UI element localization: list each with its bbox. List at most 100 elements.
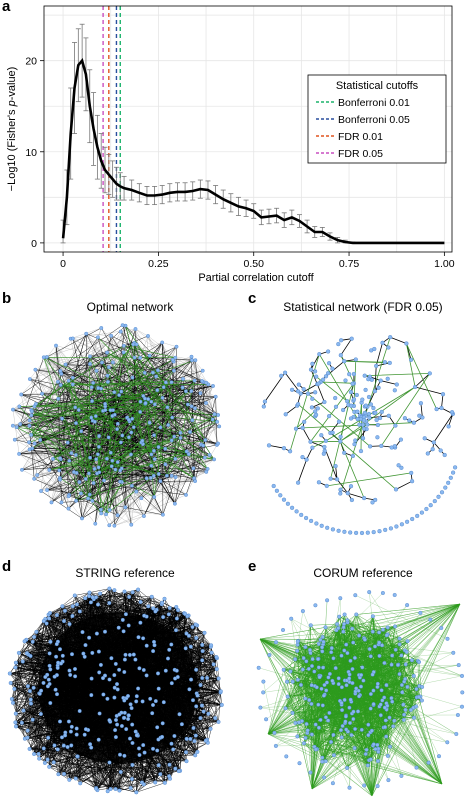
network-node [109,464,114,469]
network-node [144,476,149,481]
network-node [366,411,372,417]
network-node [273,743,278,748]
network-node [284,754,289,759]
network-node [442,452,447,458]
network-node [112,588,117,593]
network-node [171,368,176,373]
network-node [202,630,207,635]
network-node [369,348,374,353]
network-node [184,736,189,741]
network-node [12,437,17,442]
network-node [382,695,387,700]
network-node [367,647,372,652]
network-node [141,514,146,519]
network-node [450,410,455,415]
network-node [166,423,171,427]
network-node [295,677,300,682]
network-node [77,609,82,614]
network-node [172,501,177,506]
network-node [360,665,365,670]
network-node [161,615,166,620]
network-node [316,725,321,730]
network-node [155,725,160,730]
network-node [405,639,410,644]
network-node [174,344,179,349]
network-node [108,450,113,455]
network-node [329,739,334,744]
network-node [65,440,70,445]
network-node [13,724,18,729]
network-node [127,736,132,741]
network-node [368,402,373,407]
network-node [138,620,143,625]
network-node [403,707,408,712]
network-node [106,380,110,384]
network-node [87,471,91,476]
network-node [45,757,50,762]
network-node [134,699,139,704]
network-node [131,652,136,657]
network-node [97,434,102,438]
network-node [376,749,381,754]
network-node [351,397,357,402]
network-node [439,626,444,631]
network-node [66,506,71,511]
network-node [287,449,293,454]
network-node [303,645,308,650]
network-node [431,440,436,445]
y-tick-label: 10 [25,147,37,159]
network-node [308,367,314,372]
network-node [368,691,373,696]
network-node [300,609,305,614]
network-node [448,475,453,480]
network-node [77,480,82,484]
network-node [155,388,160,393]
network-node [326,361,332,366]
network-node [73,776,78,781]
network-node [179,722,184,727]
network-node [127,435,131,440]
network-node [342,648,347,653]
network-node [28,697,33,702]
network-node [366,394,372,400]
network-node [371,405,376,411]
network-node [52,743,57,748]
network-node [77,708,82,713]
network-node [331,656,336,661]
network-node [325,598,330,603]
network-node [122,669,127,674]
network-node [66,378,71,383]
legend-entry-label: Bonferroni 0.01 [338,97,410,109]
network-node [134,489,139,494]
network-node [300,425,305,430]
network-node [342,622,347,627]
network-node [330,527,335,532]
network-node [17,451,22,456]
network-node [316,641,321,646]
network-node [282,370,288,375]
network-node [92,466,97,471]
network-node [299,682,304,687]
network-node [65,744,70,749]
network-node [430,447,435,452]
network-node [100,360,104,365]
string-reference-graph [7,586,224,795]
network-node [366,377,371,382]
network-node [129,776,134,781]
network-node [96,649,101,654]
network-node [345,399,350,404]
network-node [403,676,408,681]
network-node [386,413,391,418]
network-node [105,696,110,701]
network-node [184,449,189,454]
network-node [204,401,208,405]
network-node [54,654,59,659]
network-node [384,734,389,739]
network-node [298,391,303,396]
network-node [199,703,204,708]
network-node [70,382,75,387]
network-node [326,413,332,419]
network-node [382,660,387,665]
network-node [216,719,221,724]
network-node [90,595,95,600]
